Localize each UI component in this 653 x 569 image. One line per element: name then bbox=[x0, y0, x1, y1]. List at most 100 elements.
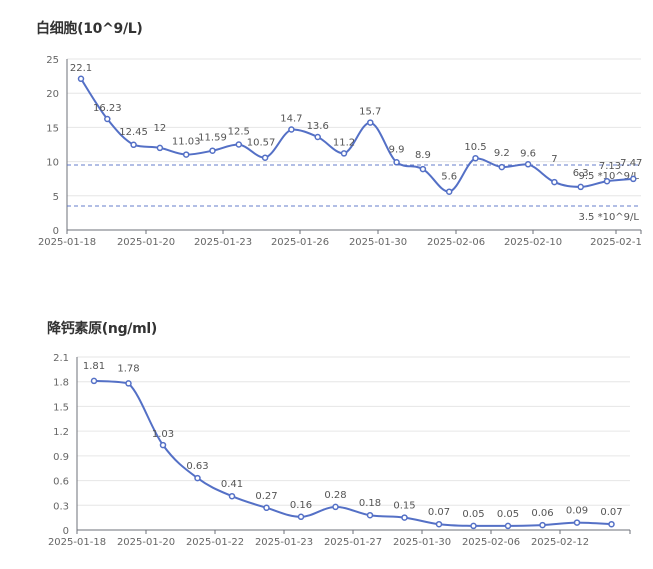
pct-data-label: 0.16 bbox=[290, 500, 312, 511]
pct-x-tick-label: 2025-01-23 bbox=[255, 537, 313, 548]
wbc-x-tick-label: 2025-01-20 bbox=[117, 237, 175, 248]
wbc-data-label: 14.7 bbox=[280, 114, 302, 125]
pct-data-point bbox=[366, 511, 374, 519]
wbc-data-point bbox=[182, 151, 190, 158]
pct-data-point bbox=[470, 522, 477, 530]
wbc-data-label: 10.57 bbox=[247, 138, 276, 149]
pct-data-label: 0.09 bbox=[566, 506, 588, 517]
wbc-data-label: 12.5 bbox=[228, 127, 250, 138]
pct-x-tick-label: 2025-01-22 bbox=[186, 537, 244, 548]
wbc-series-line bbox=[80, 78, 634, 193]
wbc-line-chart: 0 5 10 15 20 25 2025-01-18 2025-01-20 2025-01-23… bbox=[38, 55, 642, 248]
pct-data-point bbox=[263, 504, 270, 512]
wbc-chart-title: 白细胞(10^9/L) bbox=[36, 21, 143, 37]
wbc-data-point bbox=[340, 150, 348, 157]
wbc-data-point bbox=[577, 183, 584, 191]
pct-data-label: 0.27 bbox=[255, 491, 277, 502]
wbc-data-label: 6.3 bbox=[573, 168, 589, 179]
wbc-data-point bbox=[445, 188, 453, 195]
wbc-data-label: 9.6 bbox=[520, 148, 536, 159]
wbc-data-label: 8.9 bbox=[415, 150, 431, 161]
wbc-data-point bbox=[393, 159, 400, 166]
wbc-y-tick-label: 15 bbox=[46, 123, 59, 134]
pct-y-tick-label: 1.8 bbox=[53, 378, 69, 389]
wbc-data-point bbox=[235, 141, 243, 148]
pct-x-tick-label: 2025-02-06 bbox=[462, 537, 520, 548]
pct-data-point bbox=[608, 520, 615, 528]
pct-data-label: 0.07 bbox=[428, 507, 450, 518]
pct-data-point bbox=[90, 377, 98, 385]
wbc-y-tick-label: 20 bbox=[46, 89, 59, 100]
wbc-data-point bbox=[314, 133, 321, 141]
pct-data-point bbox=[435, 520, 443, 528]
wbc-data-label: 7.47 bbox=[620, 158, 642, 169]
wbc-x-tick-label: 2025-01-26 bbox=[271, 237, 329, 248]
pct-data-label: 0.06 bbox=[531, 508, 553, 519]
pct-data-label: 1.81 bbox=[83, 361, 105, 372]
wbc-data-point bbox=[130, 141, 137, 149]
wbc-data-label: 16.23 bbox=[93, 103, 122, 114]
pct-x-tick-label: 2025-02-12 bbox=[531, 537, 589, 548]
pct-data-label: 0.07 bbox=[600, 507, 622, 518]
wbc-y-tick-label: 25 bbox=[46, 55, 59, 66]
wbc-data-label: 7 bbox=[551, 154, 557, 165]
pct-chart-title: 降钙素原(ng/ml) bbox=[47, 321, 157, 337]
wbc-x-tick-label: 2025-02-1 bbox=[590, 237, 642, 248]
wbc-y-tick-label: 10 bbox=[46, 158, 59, 169]
pct-y-tick-label: 0 bbox=[63, 526, 69, 537]
pct-data-point bbox=[228, 492, 236, 500]
wbc-data-point bbox=[104, 115, 111, 123]
wbc-data-point bbox=[498, 163, 506, 171]
wbc-x-tick-label: 2025-02-06 bbox=[427, 237, 485, 248]
pct-y-tick-label: 1.2 bbox=[53, 427, 69, 438]
wbc-data-label: 12.45 bbox=[119, 127, 148, 138]
wbc-data-label: 5.6 bbox=[441, 172, 457, 183]
wbc-data-point bbox=[603, 177, 611, 185]
pct-x-tick-label: 2025-01-30 bbox=[393, 537, 451, 548]
wbc-y-tick-label: 5 bbox=[53, 192, 59, 203]
wbc-data-label: 9.9 bbox=[389, 144, 405, 155]
pct-data-label: 0.05 bbox=[497, 509, 519, 520]
wbc-data-point bbox=[630, 175, 637, 183]
pct-data-point bbox=[573, 519, 581, 526]
pct-data-label: 0.18 bbox=[359, 498, 381, 509]
pct-y-tick-label: 0.6 bbox=[53, 477, 69, 488]
wbc-y-tick-label: 0 bbox=[53, 226, 59, 237]
pct-data-label: 1.03 bbox=[152, 429, 174, 440]
wbc-data-point bbox=[77, 75, 85, 83]
pct-data-label: 0.28 bbox=[324, 490, 346, 501]
pct-data-point bbox=[125, 380, 132, 387]
wbc-x-tick-label: 2025-01-23 bbox=[194, 237, 252, 248]
wbc-data-point bbox=[367, 119, 374, 126]
pct-data-point bbox=[194, 474, 201, 482]
pct-x-tick-label: 2025-01-27 bbox=[324, 537, 382, 548]
pct-data-point bbox=[504, 522, 512, 530]
wbc-data-point bbox=[524, 161, 532, 168]
pct-x-tick-label: 2025-01-18 bbox=[48, 537, 106, 548]
pct-data-label: 1.78 bbox=[117, 363, 139, 374]
pct-x-tick-label: 2025-01-20 bbox=[117, 537, 175, 548]
wbc-data-label: 22.1 bbox=[70, 63, 92, 74]
wbc-data-point bbox=[261, 154, 269, 161]
pct-y-tick-label: 1.5 bbox=[53, 402, 69, 413]
pct-data-point bbox=[297, 513, 305, 521]
wbc-data-point bbox=[209, 147, 216, 154]
pct-data-point bbox=[332, 503, 339, 511]
wbc-data-point bbox=[288, 126, 295, 133]
wbc-x-tick-label: 2025-01-30 bbox=[349, 237, 407, 248]
pct-series-line bbox=[93, 379, 612, 527]
wbc-reference-label: 3.5 *10^9/L bbox=[579, 212, 640, 223]
pct-data-label: 0.15 bbox=[393, 501, 415, 512]
wbc-data-point bbox=[419, 165, 427, 173]
wbc-x-tick-label: 2025-02-10 bbox=[504, 237, 562, 248]
pct-data-point bbox=[401, 514, 408, 521]
pct-data-label: 0.41 bbox=[221, 479, 243, 490]
pct-data-point bbox=[539, 521, 546, 529]
wbc-data-label: 11.59 bbox=[198, 133, 227, 144]
wbc-data-label: 15.7 bbox=[359, 107, 381, 118]
pct-y-tick-label: 0.9 bbox=[53, 452, 69, 463]
wbc-data-label: 11.03 bbox=[172, 137, 201, 148]
wbc-data-label: 12 bbox=[154, 123, 167, 134]
wbc-reference-label: 9.5 *10^9/L bbox=[579, 171, 640, 182]
